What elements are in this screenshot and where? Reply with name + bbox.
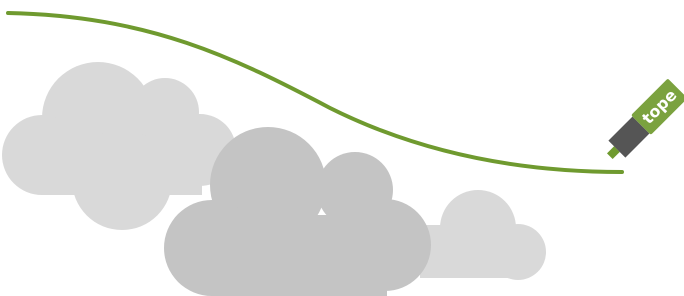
page: tope (() => { const data = JSON.parse(do… (0, 0, 684, 296)
cloud-right (420, 190, 546, 280)
illustration: tope (0, 0, 684, 296)
marker: tope (600, 78, 684, 166)
